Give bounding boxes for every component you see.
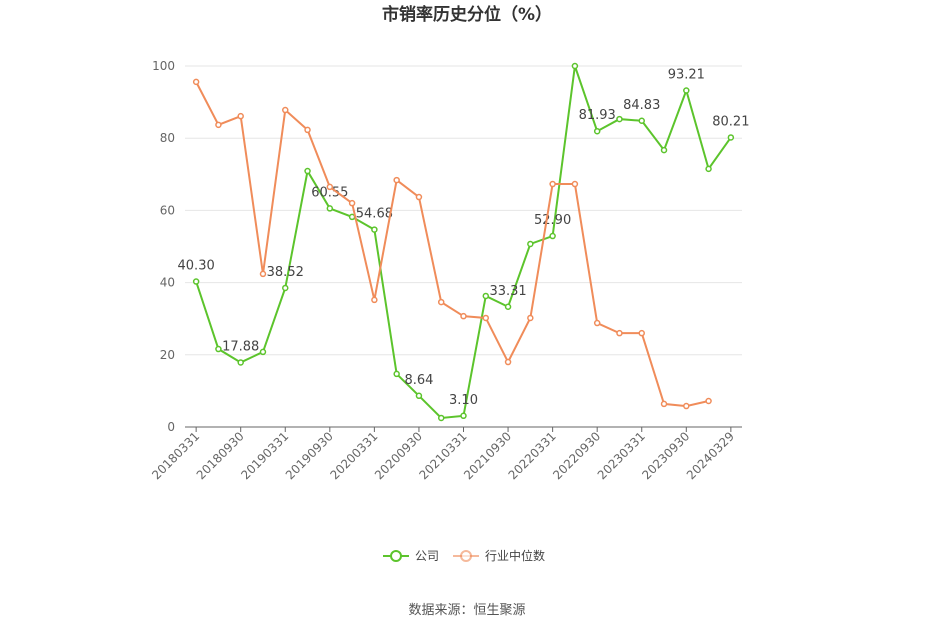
x-tick-label: 20240329 [684,429,737,482]
point [437,414,445,422]
point [660,400,668,408]
data-label: 40.30 [178,259,215,274]
point [549,180,556,188]
point [616,115,623,123]
chart-title: 市销率历史分位（%） [382,4,552,25]
point [727,134,735,141]
point [571,180,579,188]
point [237,359,244,366]
y-tick-label: 80 [160,131,175,145]
point [482,314,490,322]
point [192,78,200,86]
point [460,312,467,320]
series-line [195,81,709,408]
point [326,205,334,212]
data-label: 80.21 [712,114,749,129]
point [705,397,712,405]
point [460,412,467,420]
point [326,183,334,191]
point [282,284,289,292]
legend-item[interactable]: 公司 [383,549,439,563]
y-tick-label: 20 [160,348,175,362]
point [259,348,267,356]
point [259,270,267,278]
data-label: 33.31 [489,284,526,299]
point [304,167,311,175]
point [638,329,645,337]
point [437,298,445,306]
point [638,117,645,125]
point [504,303,512,311]
point [660,146,668,154]
point [482,292,490,300]
point [504,358,512,366]
data-label: 52.90 [534,213,571,228]
point [304,126,311,134]
point [348,199,356,207]
legend-item[interactable]: 行业中位数 [453,548,545,563]
point [616,329,623,337]
series-line [195,65,732,420]
point [571,62,579,70]
point [527,314,534,322]
data-label: 93.21 [668,68,705,83]
data-label: 3.10 [449,393,478,408]
data-label: 17.88 [222,339,259,354]
point [371,296,378,304]
point [282,106,289,114]
point [683,87,690,94]
data-label: 84.83 [623,98,660,113]
y-tick-label: 100 [152,59,175,73]
source: 数据来源：恒生聚源 [408,603,525,618]
y-tick-label: 60 [160,203,175,217]
legend-label: 行业中位数 [485,548,545,563]
point [683,402,690,410]
data-label: 8.64 [404,373,433,388]
legend-marker [390,550,402,562]
point [549,232,556,240]
point [705,165,712,173]
point [393,176,400,184]
legend-marker [460,550,473,562]
data-label: 54.68 [356,207,393,222]
point [415,392,423,400]
legend-label: 公司 [415,549,439,563]
data-label: 60.55 [311,185,348,200]
point [415,193,423,201]
point [393,370,400,378]
point [215,345,222,353]
point [215,121,222,129]
point [593,127,601,135]
point [593,319,601,327]
data-label: 38.52 [267,265,304,280]
y-tick-label: 0 [167,420,175,434]
point [192,278,200,285]
point [527,240,534,248]
point [237,112,244,120]
point [371,226,378,233]
data-label: 81.93 [579,108,616,123]
y-tick-label: 40 [160,276,175,290]
